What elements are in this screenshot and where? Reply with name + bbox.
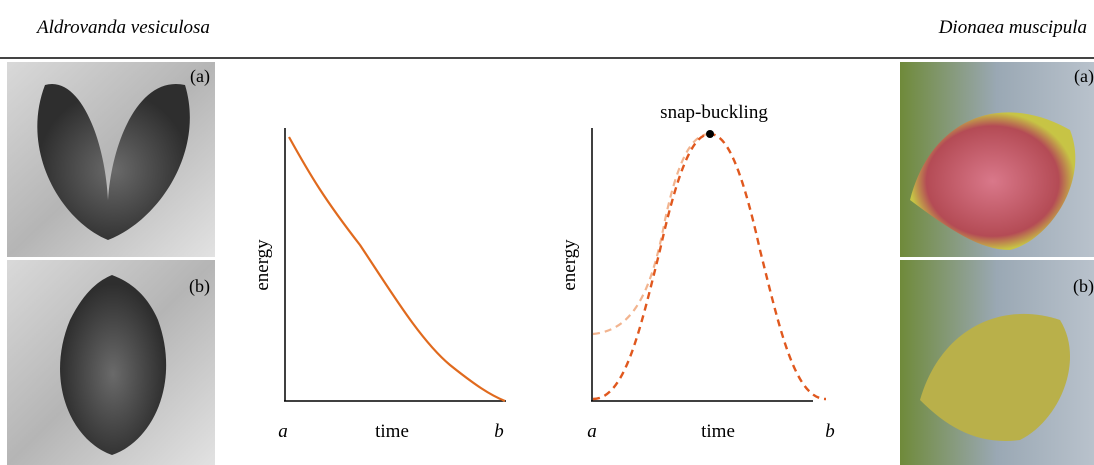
- x-end: b: [494, 421, 504, 442]
- panel-label: (b): [189, 276, 210, 297]
- panel-label: (a): [190, 66, 210, 87]
- dionaea-photos: (a) (b): [900, 62, 1094, 465]
- species-left: Aldrovanda vesiculosa: [35, 17, 210, 38]
- alt-curve: [592, 132, 711, 336]
- annotation: snap-buckling: [660, 102, 768, 123]
- energy-curve: [288, 136, 506, 403]
- graph-aldrovanda: energy time a b: [252, 128, 506, 442]
- panel-label: (a): [1074, 66, 1094, 87]
- x-end: b: [825, 421, 835, 442]
- panel-label: (b): [1073, 276, 1094, 297]
- energy-curve: [592, 132, 827, 401]
- x-label: time: [701, 421, 735, 442]
- species-right: Dionaea muscipula: [938, 17, 1087, 38]
- snap-point: [706, 130, 714, 138]
- x-start: a: [587, 421, 597, 442]
- graph-dionaea: snap-buckling energy time a b: [559, 102, 835, 442]
- y-label: energy: [559, 239, 580, 291]
- x-start: a: [278, 421, 288, 442]
- x-label: time: [375, 421, 409, 442]
- aldrovanda-photos: (a) (b): [7, 62, 215, 465]
- y-label: energy: [252, 239, 273, 291]
